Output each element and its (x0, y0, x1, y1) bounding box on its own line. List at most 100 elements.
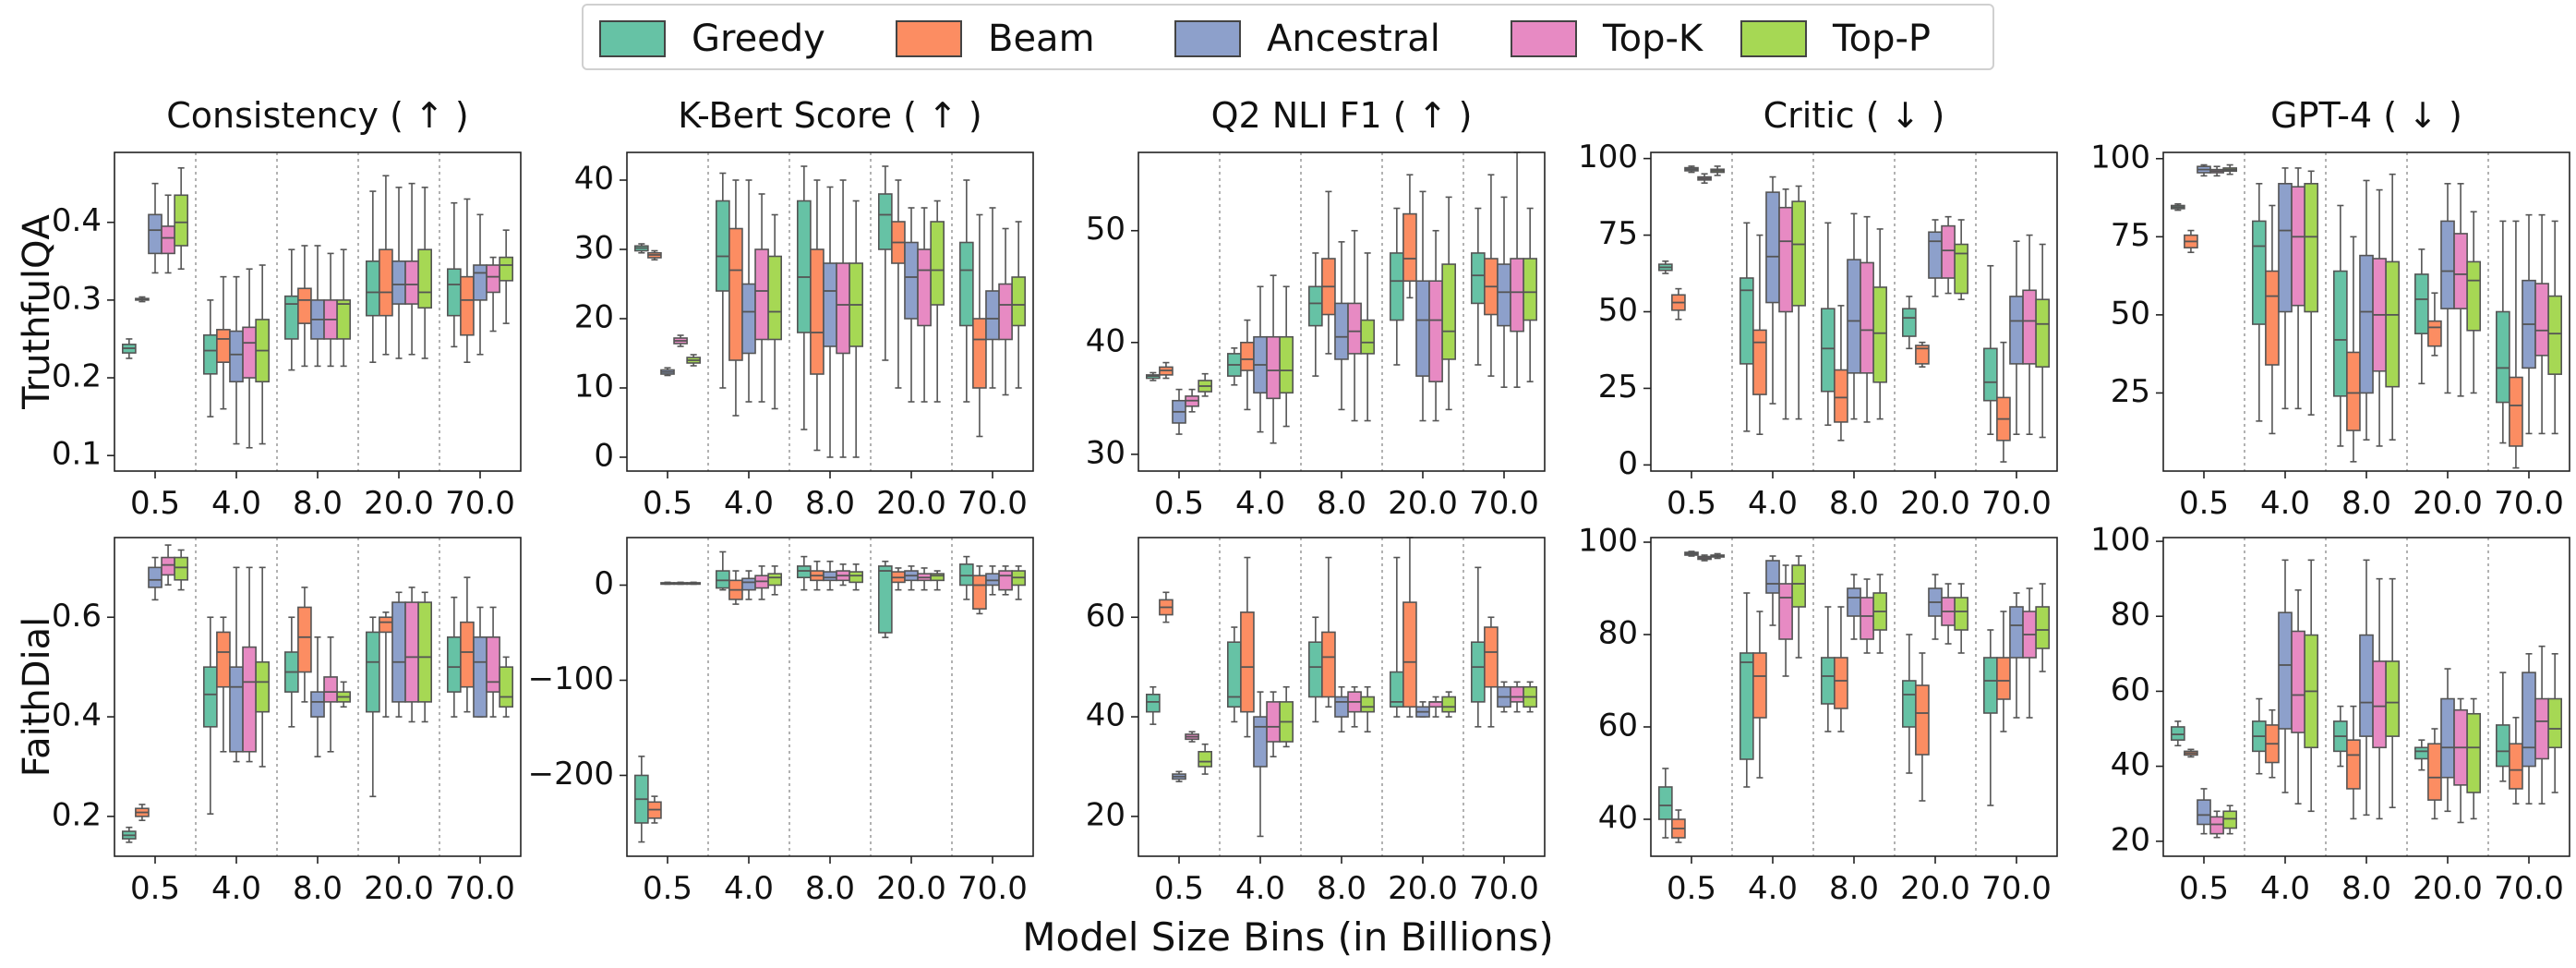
box-greedy (446, 268, 462, 317)
box-ancestral (741, 283, 756, 355)
y-tick-label: 50 (1086, 211, 1125, 248)
y-tick-label: 100 (1578, 139, 1638, 175)
box-beam (2346, 351, 2361, 431)
x-tick-label: 70.0 (957, 485, 1028, 522)
box-greedy (1146, 694, 1161, 713)
x-tick-label: 8.0 (805, 870, 855, 907)
legend-item-greedy: Greedy (599, 18, 825, 60)
box-top-k (1266, 701, 1281, 743)
x-tick-label: 0.5 (1667, 870, 1716, 907)
box-top-k (2022, 289, 2037, 365)
box-beam (1402, 212, 1417, 283)
box-top-p (1360, 696, 1375, 713)
box-top-p (2466, 260, 2482, 332)
box-top-p (174, 556, 188, 581)
box-greedy (1471, 252, 1486, 305)
box-ancestral (2278, 183, 2293, 313)
box-top-p (1791, 200, 1806, 307)
box-greedy (1983, 347, 1998, 402)
box-top-k (2291, 630, 2305, 733)
x-tick-label: 8.0 (293, 485, 343, 522)
box-ancestral (823, 571, 837, 582)
box-top-p (1198, 750, 1212, 768)
x-tick-label: 0.5 (1154, 485, 1204, 522)
y-tick-label: 0.2 (52, 796, 102, 833)
box-beam (216, 329, 231, 363)
legend-label-topp: Top-P (1833, 18, 1932, 60)
legend-item-beam: Beam (896, 18, 1095, 60)
box-greedy (2252, 220, 2267, 325)
panel-title-1: K-Bert Score ( ↑ ) (678, 95, 982, 136)
y-tick-label: 100 (1578, 523, 1638, 560)
x-tick-label: 0.5 (643, 870, 692, 907)
box-ancestral (2359, 254, 2374, 394)
y-tick-label: 40 (574, 161, 614, 198)
box-ancestral (823, 262, 837, 347)
box-top-k (2372, 660, 2387, 749)
y-tick-label: 60 (1086, 598, 1125, 635)
box-beam (972, 318, 987, 389)
box-greedy (2333, 270, 2348, 397)
x-tick-label: 0.5 (1667, 485, 1716, 522)
box-greedy (1658, 786, 1673, 820)
y-tick-label: 25 (2111, 373, 2150, 410)
box-greedy (1821, 308, 1836, 393)
box-ancestral (1334, 302, 1349, 360)
box-top-k (404, 601, 419, 703)
box-top-p (1441, 263, 1456, 360)
box-beam (2509, 376, 2523, 447)
box-top-p (2304, 183, 2319, 313)
box-greedy (365, 260, 380, 317)
box-greedy (715, 570, 730, 589)
x-tick-label: 0.5 (643, 485, 692, 522)
legend: Greedy Beam Ancestral Top-K Top-P (582, 4, 1994, 70)
box-greedy (1902, 680, 1917, 728)
box-ancestral (2522, 672, 2536, 768)
box-beam (972, 575, 987, 611)
box-beam (728, 227, 743, 361)
x-tick-label: 8.0 (2341, 870, 2391, 907)
box-beam (379, 248, 393, 317)
x-tick-label: 0.5 (130, 870, 180, 907)
x-tick-label: 0.5 (1154, 870, 1204, 907)
box-top-k (486, 264, 500, 294)
box-top-p (2035, 298, 2051, 369)
box-greedy (2496, 310, 2510, 404)
y-tick-label: −200 (528, 756, 614, 793)
y-tick-label: 0 (594, 438, 614, 475)
box-ancestral (2197, 799, 2211, 826)
y-tick-label: 100 (2090, 522, 2150, 559)
box-ancestral (1765, 560, 1780, 594)
box-ancestral (148, 566, 163, 588)
box-greedy (715, 200, 730, 292)
box-top-p (767, 255, 782, 341)
y-tick-label: 20 (2111, 821, 2150, 858)
x-tick-label: 8.0 (805, 485, 855, 522)
box-top-k (161, 225, 175, 255)
box-top-k (161, 556, 175, 576)
box-top-k (2209, 816, 2224, 835)
x-tick-label: 20.0 (876, 870, 946, 907)
y-tick-label: 60 (2111, 672, 2150, 708)
y-tick-label: 0.1 (52, 436, 102, 473)
box-top-p (1279, 335, 1294, 394)
x-tick-label: 0.5 (2179, 485, 2229, 522)
box-top-k (917, 248, 932, 327)
box-ancestral (2440, 220, 2455, 309)
legend-swatch-topk (1511, 20, 1577, 57)
x-axis-label: Model Size Bins (in Billions) (1022, 914, 1554, 960)
box-top-p (1360, 319, 1375, 355)
x-tick-label: 20.0 (2413, 870, 2483, 907)
box-greedy (796, 565, 812, 579)
y-tick-label: −100 (528, 660, 614, 697)
box-greedy (2171, 726, 2185, 741)
x-tick-label: 70.0 (445, 870, 515, 907)
box-ancestral (391, 601, 406, 703)
box-top-p (767, 573, 782, 587)
x-tick-label: 0.5 (130, 485, 180, 522)
box-greedy (1390, 252, 1404, 321)
box-ancestral (1765, 191, 1780, 304)
box-greedy (1902, 308, 1917, 337)
x-tick-label: 20.0 (876, 485, 946, 522)
